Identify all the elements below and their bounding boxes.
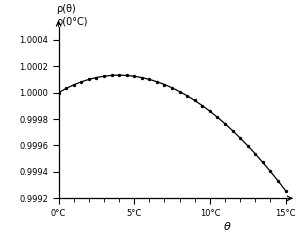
Point: [124, 74, 129, 78]
Point: [283, 188, 288, 192]
Point: [200, 104, 205, 108]
Point: [276, 179, 280, 183]
Point: [260, 160, 265, 164]
Point: [102, 74, 106, 78]
Point: [230, 129, 235, 133]
Point: [268, 170, 273, 173]
Text: ρ(θ): ρ(θ): [56, 4, 76, 14]
Point: [154, 80, 159, 84]
Point: [192, 98, 197, 102]
Point: [132, 74, 136, 78]
Point: [64, 86, 68, 90]
Point: [117, 73, 122, 77]
Point: [238, 136, 242, 140]
Point: [71, 83, 76, 87]
Point: [170, 86, 175, 90]
Point: [245, 144, 250, 148]
Point: [109, 74, 114, 78]
Point: [147, 78, 152, 82]
Point: [223, 122, 227, 126]
Point: [162, 82, 167, 86]
Point: [56, 91, 61, 95]
Point: [253, 152, 258, 156]
Point: [86, 78, 91, 82]
Point: [140, 76, 144, 80]
Point: [79, 80, 84, 84]
Point: [177, 90, 182, 94]
Point: [94, 76, 99, 80]
Text: ρ(0°C): ρ(0°C): [56, 17, 88, 27]
Point: [185, 94, 190, 98]
Point: [208, 109, 212, 113]
Text: θ: θ: [224, 222, 231, 232]
Point: [215, 115, 220, 119]
